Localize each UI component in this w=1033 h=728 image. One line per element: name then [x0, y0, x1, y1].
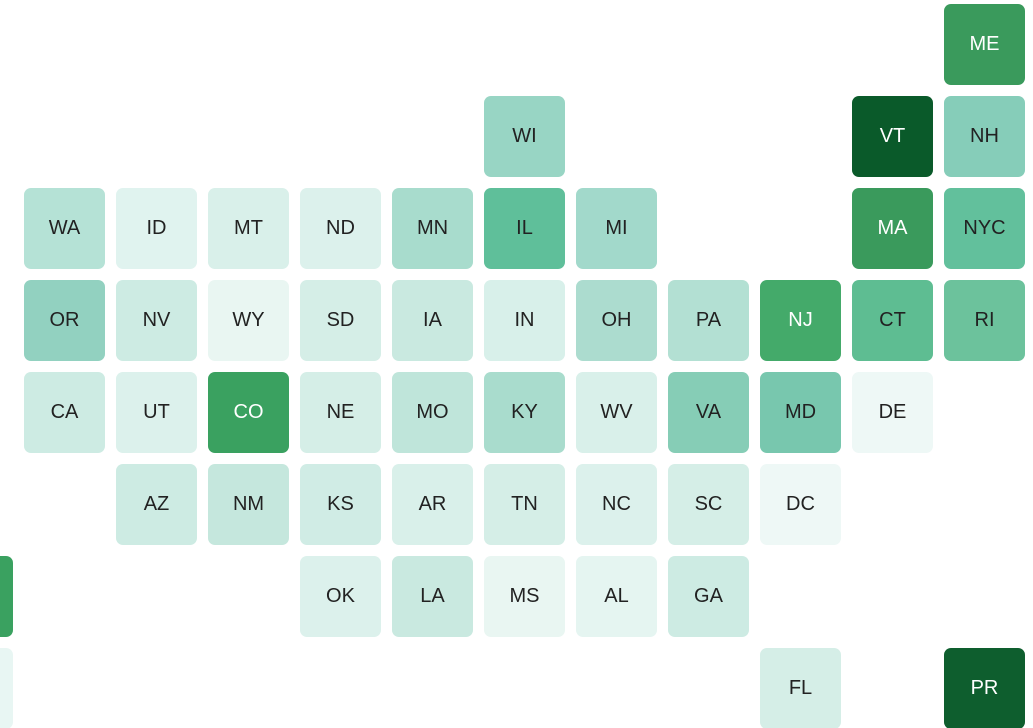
state-tile: MN — [392, 188, 473, 269]
state-tile: NYC — [944, 188, 1025, 269]
state-tile: DE — [852, 372, 933, 453]
state-tile: MA — [852, 188, 933, 269]
state-tile: NC — [576, 464, 657, 545]
state-tile: OR — [24, 280, 105, 361]
state-tile: MI — [576, 188, 657, 269]
state-tile: RI — [944, 280, 1025, 361]
state-tile: PA — [668, 280, 749, 361]
state-tile: SD — [300, 280, 381, 361]
state-tile: NJ — [760, 280, 841, 361]
state-tile: GA — [668, 556, 749, 637]
state-tile: VA — [668, 372, 749, 453]
state-tile: WA — [24, 188, 105, 269]
state-tile: MO — [392, 372, 473, 453]
state-tile: AZ — [116, 464, 197, 545]
state-tile: ID — [116, 188, 197, 269]
state-tile: CT — [852, 280, 933, 361]
state-tile: IL — [484, 188, 565, 269]
state-tile: UT — [116, 372, 197, 453]
state-tile: KY — [484, 372, 565, 453]
state-tile: MT — [208, 188, 289, 269]
state-tile: MS — [484, 556, 565, 637]
state-tile: NE — [300, 372, 381, 453]
state-tile: WV — [576, 372, 657, 453]
state-tile: ME — [944, 4, 1025, 85]
state-tile — [0, 648, 13, 728]
state-tile: DC — [760, 464, 841, 545]
state-tile: KS — [300, 464, 381, 545]
state-tile: CA — [24, 372, 105, 453]
state-tile: FL — [760, 648, 841, 728]
state-tile: AR — [392, 464, 473, 545]
state-tile: OH — [576, 280, 657, 361]
state-tile: WY — [208, 280, 289, 361]
state-tile: NH — [944, 96, 1025, 177]
state-tile: NM — [208, 464, 289, 545]
state-tile: VT — [852, 96, 933, 177]
state-tile: MD — [760, 372, 841, 453]
state-tile: ND — [300, 188, 381, 269]
state-tile: PR — [944, 648, 1025, 728]
state-tile: AL — [576, 556, 657, 637]
state-tile: NV — [116, 280, 197, 361]
state-tile: TN — [484, 464, 565, 545]
state-tile: IA — [392, 280, 473, 361]
state-tile: SC — [668, 464, 749, 545]
state-tile: WI — [484, 96, 565, 177]
state-tile: CO — [208, 372, 289, 453]
state-tile: OK — [300, 556, 381, 637]
state-tile: IN — [484, 280, 565, 361]
state-tile: LA — [392, 556, 473, 637]
state-tile — [0, 556, 13, 637]
